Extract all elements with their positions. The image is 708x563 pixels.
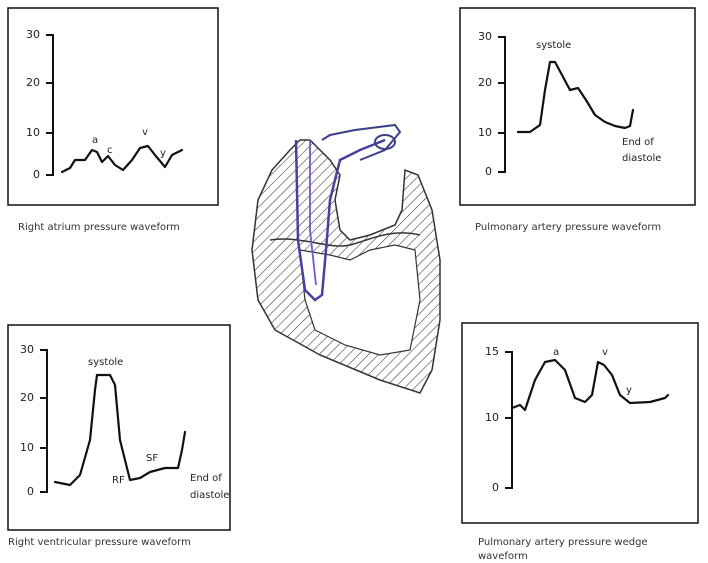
y-tick-label: 10 [26, 126, 40, 139]
y-tick-label: 0 [492, 481, 499, 494]
waveform [512, 360, 668, 410]
annotation: systole [536, 40, 571, 51]
y-tick-label: 10 [478, 126, 492, 139]
annotation: v [142, 127, 148, 138]
annotation: a [553, 347, 559, 358]
annotation: systole [88, 357, 123, 368]
y-tick-label: 20 [26, 76, 40, 89]
y-tick-label: 30 [26, 28, 40, 41]
y-tick-label: 0 [485, 165, 492, 178]
annotation: y [626, 385, 632, 396]
caption: Pulmonary artery pressure waveform [475, 221, 705, 235]
waveform [55, 375, 185, 485]
axis [40, 350, 47, 492]
caption: Pulmonary artery pressure wedge waveform [478, 536, 678, 563]
annotation: y [160, 148, 166, 159]
annotation: diastole [622, 153, 661, 164]
annotation: End of [622, 137, 654, 148]
diagram: 30 20 10 0 a c v y 30 20 10 0 systole En… [0, 0, 708, 563]
y-tick-label: 0 [27, 485, 34, 498]
y-tick-label: 20 [20, 391, 34, 404]
annotation: diastole [190, 490, 229, 501]
annotation: a [92, 135, 98, 146]
y-tick-label: 30 [20, 343, 34, 356]
annotation: RF [112, 475, 125, 486]
axis [498, 37, 505, 172]
axis [505, 352, 512, 488]
y-tick-label: 10 [485, 411, 499, 424]
caption: Right atrium pressure waveform [18, 221, 218, 235]
heart-illustration [252, 125, 440, 393]
y-tick-label: 10 [20, 441, 34, 454]
y-tick-label: 15 [485, 345, 499, 358]
waveform [518, 62, 633, 132]
page: 30 20 10 0 a c v y 30 20 10 0 systole En… [0, 0, 708, 563]
annotation: End of [190, 473, 222, 484]
y-tick-label: 0 [33, 168, 40, 181]
y-tick-label: 20 [478, 76, 492, 89]
y-tick-label: 30 [478, 30, 492, 43]
annotation: c [107, 145, 113, 156]
panel-frame [460, 8, 695, 205]
annotation: v [602, 347, 608, 358]
caption: Right ventricular pressure waveform [8, 536, 248, 550]
axis [46, 35, 53, 175]
annotation: SF [146, 453, 158, 464]
